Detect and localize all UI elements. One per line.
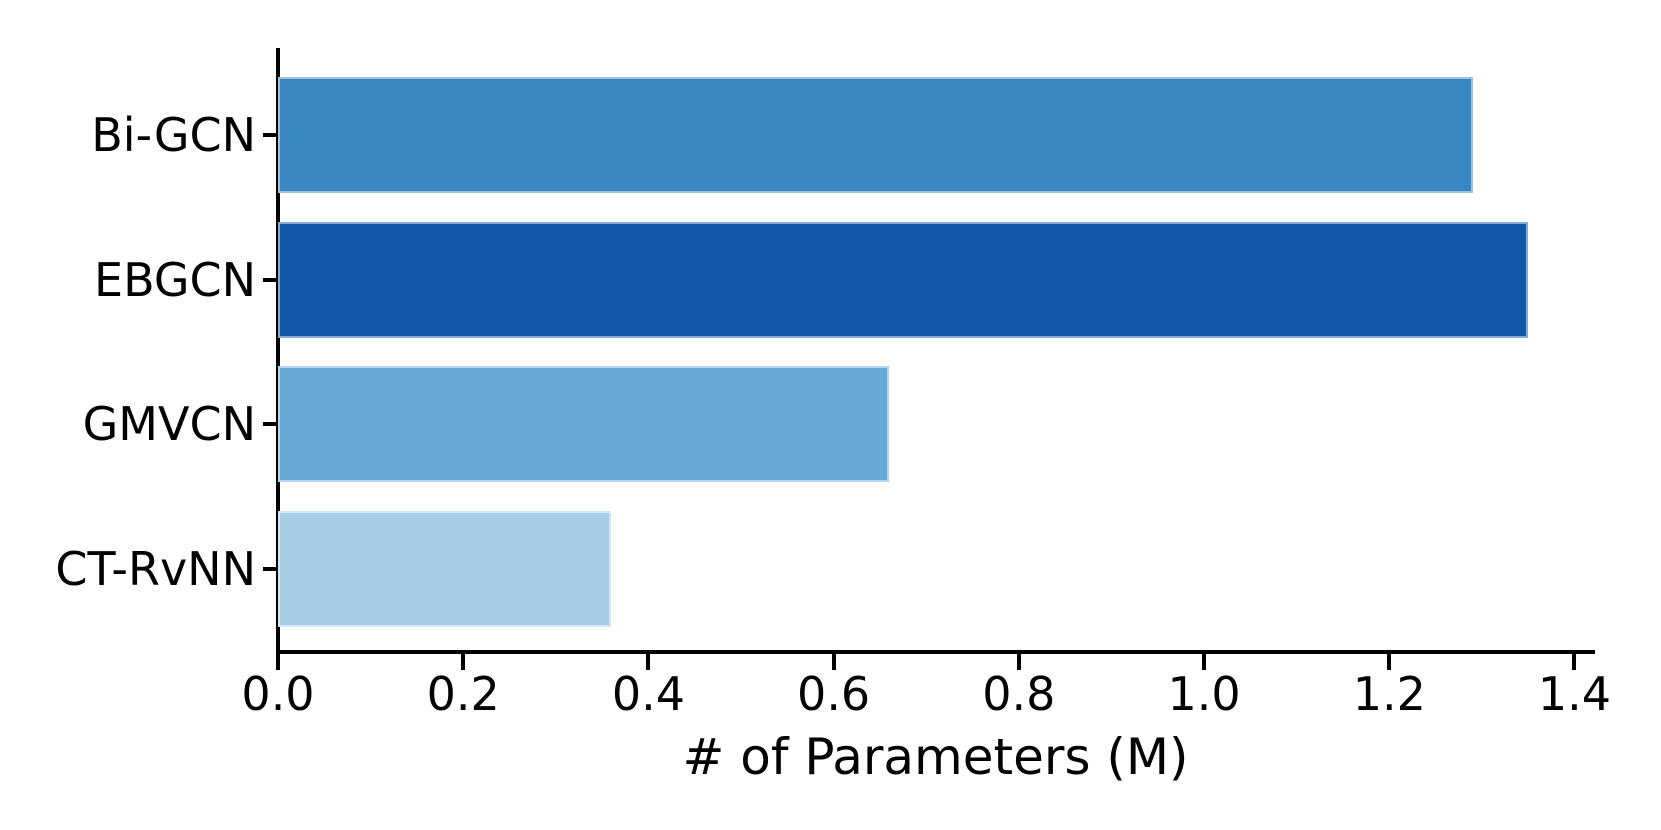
y-tick-label-bi-gcn: Bi-GCN — [91, 107, 256, 162]
x-tick-label: 1.0 — [1167, 667, 1241, 721]
x-tick-mark — [276, 654, 280, 670]
bar-gmvcn — [278, 366, 890, 483]
x-tick-label: 1.4 — [1537, 667, 1612, 721]
x-tick-mark — [1387, 654, 1392, 670]
plot-area — [278, 48, 1593, 652]
x-tick-mark — [646, 654, 651, 670]
x-tick-mark — [1572, 654, 1577, 670]
y-tick-mark — [263, 277, 276, 282]
y-tick-label-ebgcn: EBGCN — [94, 252, 256, 307]
x-tick-mark — [1202, 654, 1207, 670]
bar-ct-rvnn — [278, 511, 612, 628]
x-tick-label: 0.2 — [426, 667, 500, 721]
y-tick-mark — [263, 422, 276, 427]
x-axis-title: # of Parameters (M) — [682, 728, 1189, 786]
x-tick-mark — [1016, 654, 1021, 670]
x-axis-spine — [276, 650, 1595, 654]
y-tick-mark — [263, 132, 276, 137]
y-tick-label-gmvcn: GMVCN — [82, 397, 256, 452]
x-tick-label: 0.6 — [797, 667, 871, 721]
bar-bi-gcn — [278, 76, 1473, 193]
y-tick-mark — [263, 567, 276, 572]
y-axis-spine — [276, 48, 280, 656]
x-tick-mark — [461, 654, 466, 670]
x-tick-label: 0.4 — [611, 667, 685, 721]
y-tick-label-ct-rvnn: CT-RvNN — [55, 542, 256, 597]
x-tick-label: 0.0 — [241, 667, 315, 721]
x-tick-label: 0.8 — [982, 667, 1056, 721]
x-tick-mark — [831, 654, 836, 670]
x-tick-label: 1.2 — [1352, 667, 1426, 721]
bar-ebgcn — [278, 221, 1529, 338]
